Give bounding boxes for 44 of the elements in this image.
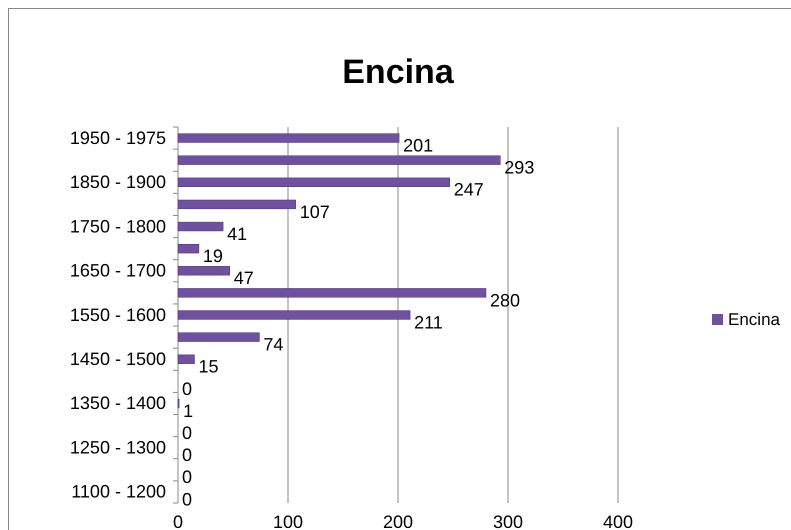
- data-label: 280: [490, 290, 520, 310]
- data-label: 107: [300, 202, 330, 222]
- data-label: 0: [182, 378, 192, 399]
- bar: [178, 266, 230, 276]
- data-label: 201: [403, 135, 434, 156]
- bar: [178, 310, 410, 320]
- x-tick-label: 400: [602, 512, 634, 530]
- data-label: 211: [414, 312, 443, 332]
- y-tick-label: 1550 - 1600: [70, 304, 166, 325]
- bar: [178, 244, 200, 254]
- y-tick-label: 1950 - 1975: [70, 128, 166, 148]
- bar: [178, 332, 260, 342]
- legend-label: Encina: [728, 310, 781, 329]
- x-tick-label: 100: [272, 512, 304, 530]
- data-label: 1: [183, 400, 194, 421]
- bar: [178, 156, 501, 165]
- y-tick-label: 1750 - 1800: [70, 216, 166, 236]
- x-tick-label: 200: [382, 512, 414, 530]
- bar: [178, 133, 400, 143]
- x-tick-label: 300: [492, 512, 524, 530]
- x-tick-label: 0: [172, 512, 184, 530]
- chart-title: Encina: [342, 53, 455, 91]
- bar: [178, 354, 195, 364]
- data-label: 293: [504, 158, 534, 178]
- bar: [178, 222, 224, 232]
- y-tick-label: 1100 - 1200: [71, 482, 166, 502]
- bar: [178, 178, 450, 187]
- y-tick-label: 1350 - 1400: [70, 393, 166, 414]
- data-label: 0: [182, 423, 192, 444]
- y-tick-label: 1850 - 1900: [70, 172, 166, 192]
- y-tick-label: 1450 - 1500: [70, 348, 166, 369]
- data-label: 0: [182, 467, 192, 488]
- bar: [178, 288, 486, 298]
- data-label: 19: [202, 246, 223, 266]
- data-label: 47: [234, 268, 254, 288]
- data-label: 15: [198, 356, 219, 377]
- bar: [178, 200, 296, 210]
- y-tick-label: 1250 - 1300: [70, 437, 166, 458]
- data-label: 0: [182, 445, 192, 466]
- data-label: 74: [263, 334, 284, 355]
- y-tick-label: 1650 - 1700: [70, 260, 166, 281]
- data-label: 247: [454, 180, 484, 200]
- data-label: 41: [227, 224, 248, 244]
- data-label: 0: [182, 489, 192, 510]
